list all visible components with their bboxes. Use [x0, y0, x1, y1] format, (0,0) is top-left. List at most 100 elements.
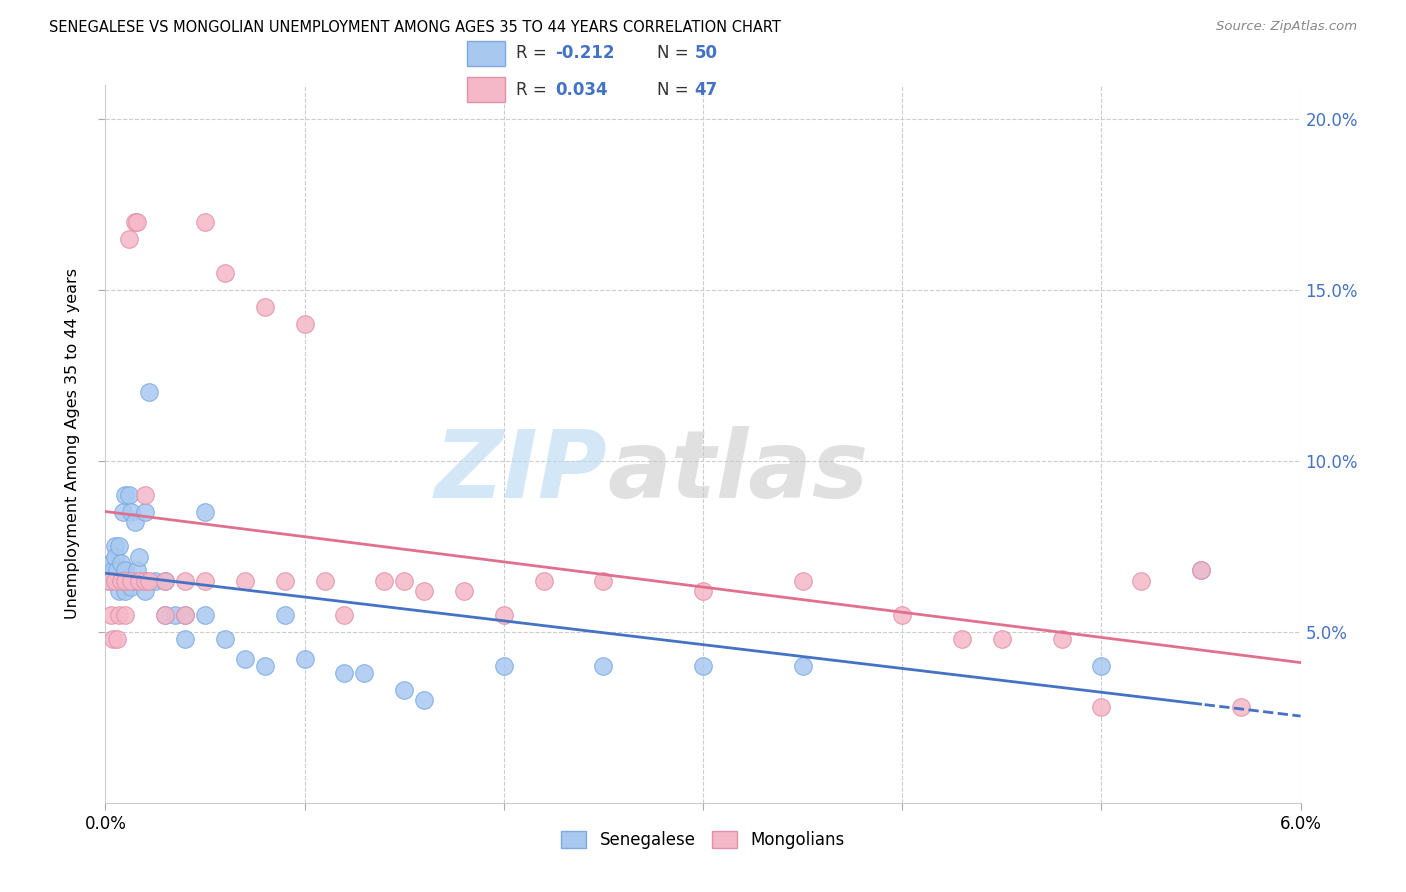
Point	[194, 214, 217, 228]
Text: atlas: atlas	[607, 426, 869, 518]
Point	[110, 557, 132, 571]
Point	[127, 214, 149, 228]
Point	[128, 549, 150, 564]
Point	[107, 563, 129, 577]
Point	[134, 488, 156, 502]
Point	[592, 659, 614, 673]
Point	[174, 607, 197, 622]
Point	[413, 583, 436, 598]
Point	[314, 574, 336, 588]
Point	[127, 563, 149, 577]
Point	[153, 607, 177, 622]
Text: Source: ZipAtlas.com: Source: ZipAtlas.com	[1216, 20, 1357, 33]
Point	[233, 574, 256, 588]
Text: 0.034: 0.034	[555, 80, 607, 98]
Point	[392, 574, 416, 588]
Point	[114, 607, 136, 622]
Point	[533, 574, 555, 588]
Point	[108, 583, 131, 598]
Point	[118, 574, 141, 588]
Point	[138, 385, 160, 400]
Point	[792, 659, 814, 673]
Point	[492, 607, 515, 622]
Point	[273, 607, 295, 622]
Text: 47: 47	[695, 80, 718, 98]
Point	[194, 505, 217, 519]
Text: -0.212: -0.212	[555, 44, 614, 62]
Point	[118, 232, 141, 246]
Y-axis label: Unemployment Among Ages 35 to 44 years: Unemployment Among Ages 35 to 44 years	[65, 268, 80, 619]
Point	[153, 574, 177, 588]
Point	[103, 632, 125, 646]
Point	[273, 574, 295, 588]
Point	[103, 563, 125, 577]
Text: N =: N =	[657, 80, 693, 98]
Point	[107, 632, 129, 646]
Point	[891, 607, 914, 622]
Point	[112, 505, 135, 519]
Text: SENEGALESE VS MONGOLIAN UNEMPLOYMENT AMONG AGES 35 TO 44 YEARS CORRELATION CHART: SENEGALESE VS MONGOLIAN UNEMPLOYMENT AMO…	[49, 20, 782, 35]
Point	[104, 539, 127, 553]
Point	[214, 266, 236, 280]
Point	[233, 652, 256, 666]
Point	[153, 607, 177, 622]
Point	[110, 574, 132, 588]
Point	[950, 632, 973, 646]
Point	[174, 632, 197, 646]
Point	[114, 583, 136, 598]
Point	[114, 488, 136, 502]
Point	[792, 574, 814, 588]
Point	[1090, 659, 1112, 673]
FancyBboxPatch shape	[467, 41, 505, 66]
Point	[114, 574, 136, 588]
Point	[194, 574, 217, 588]
Point	[333, 665, 356, 680]
Point	[253, 659, 276, 673]
Text: N =: N =	[657, 44, 693, 62]
Point	[100, 557, 122, 571]
Point	[392, 683, 416, 698]
Point	[120, 505, 142, 519]
Point	[153, 574, 177, 588]
Point	[104, 574, 127, 588]
Point	[1050, 632, 1073, 646]
Point	[104, 549, 127, 564]
Point	[110, 574, 132, 588]
Point	[98, 574, 121, 588]
Point	[1189, 563, 1212, 577]
FancyBboxPatch shape	[467, 77, 505, 102]
Point	[134, 583, 156, 598]
Point	[174, 574, 197, 588]
Point	[100, 607, 122, 622]
Point	[124, 214, 146, 228]
Point	[124, 516, 146, 530]
Point	[118, 488, 141, 502]
Text: 50: 50	[695, 44, 717, 62]
Point	[120, 574, 142, 588]
Point	[1130, 574, 1153, 588]
Point	[214, 632, 236, 646]
Point	[1090, 700, 1112, 714]
Legend: Senegalese, Mongolians: Senegalese, Mongolians	[554, 824, 852, 855]
Text: ZIP: ZIP	[434, 426, 607, 518]
Point	[98, 574, 121, 588]
Point	[492, 659, 515, 673]
Point	[692, 583, 714, 598]
Point	[128, 574, 150, 588]
Point	[134, 505, 156, 519]
Point	[138, 574, 160, 588]
Text: R =: R =	[516, 44, 551, 62]
Point	[1229, 700, 1253, 714]
Point	[194, 607, 217, 622]
Point	[165, 607, 187, 622]
Text: R =: R =	[516, 80, 551, 98]
Point	[453, 583, 475, 598]
Point	[294, 317, 316, 331]
Point	[373, 574, 395, 588]
Point	[134, 574, 156, 588]
Point	[333, 607, 356, 622]
Point	[124, 574, 146, 588]
Point	[692, 659, 714, 673]
Point	[353, 665, 375, 680]
Point	[107, 574, 129, 588]
